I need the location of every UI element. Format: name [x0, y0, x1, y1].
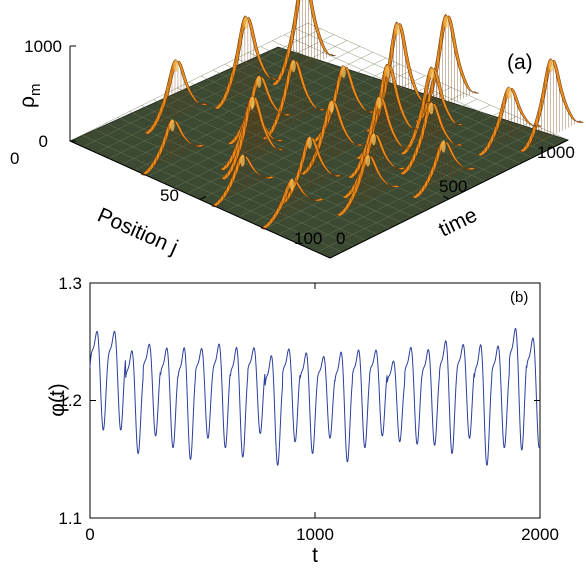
surface-peak: [262, 59, 326, 141]
surface-peak-highlight: [549, 59, 554, 72]
surface-peak: [260, 178, 325, 230]
surface-peak: [211, 154, 276, 208]
surface-peak-highlight: [444, 15, 449, 28]
y-axis-label: φ(t): [46, 383, 69, 416]
surface-peak: [144, 59, 210, 135]
x-tick-label-0: 0: [10, 149, 19, 168]
x-tick-label-50: 50: [160, 186, 179, 205]
surface-peak: [272, 0, 336, 86]
surface-peak-highlight: [256, 75, 262, 88]
x-axis-label: Position j: [94, 204, 181, 260]
z-axis-label: ρm: [16, 84, 44, 108]
floor-grid-line-j: [277, 116, 517, 235]
surface-peak: [519, 58, 584, 153]
surface-peak-highlight: [307, 136, 312, 149]
surface-peak-highlight: [243, 16, 249, 29]
surface-peak-highlight: [441, 140, 446, 153]
surface-peak: [221, 95, 285, 181]
surface-peak: [141, 119, 206, 176]
surface-peak-highlight: [429, 102, 434, 115]
surface-peak-highlight: [371, 133, 376, 146]
z-tick-label-0: 0: [39, 132, 48, 151]
y-tick-label-0: 0: [336, 229, 345, 248]
y-tick-label-1.3: 1.3: [58, 274, 82, 293]
floor-grid-line-t: [284, 34, 545, 152]
surface-peak-highlight: [507, 87, 512, 100]
surface-peaks: [141, 0, 584, 230]
surface-peak-highlight: [377, 96, 382, 109]
surface-peak: [412, 140, 477, 199]
surface-peak-highlight: [173, 59, 179, 72]
panel-b-label: (b): [510, 289, 528, 306]
y-tick-label-1000: 1000: [537, 143, 575, 162]
floor-grid-line-t: [200, 75, 461, 194]
y-axis-label: time: [435, 203, 481, 241]
surface-peak-highlight: [429, 67, 435, 80]
line-plot-panel: 1.3 1.2 1.1 0 1000 2000 t φ(t) (b): [46, 274, 559, 567]
surface-plot-panel: 1000 0 0 50 100 0 500 1000 ρm Position j…: [10, 0, 584, 260]
surface-peak-highlight: [240, 154, 245, 167]
floor-grid-line-j: [251, 104, 491, 224]
phi-series-line: [89, 327, 541, 466]
surface-peak-highlight: [365, 154, 371, 167]
panel-a-label: (a): [507, 51, 533, 74]
x-tick-label-0: 0: [85, 525, 94, 544]
surface-peak: [300, 100, 365, 176]
surface-peak: [477, 86, 543, 157]
surface-peak-highlight: [170, 119, 175, 132]
surface-peak: [336, 154, 401, 217]
line-plot-ticks: [89, 282, 541, 519]
x-axis-label: t: [312, 544, 318, 567]
z-tick-label-1000: 1000: [24, 37, 62, 56]
x-tick-50: [199, 196, 207, 200]
surface-peak-highlight: [291, 60, 296, 73]
x-tick-label-1000: 1000: [296, 525, 334, 544]
surface-peak-highlight: [341, 65, 346, 78]
floor-grid-line-t: [224, 64, 485, 182]
y-tick-label-1.1: 1.1: [58, 509, 82, 528]
surface-peak-highlight: [395, 23, 400, 36]
y-tick-500: [442, 195, 450, 200]
x-tick-label-2000: 2000: [521, 525, 559, 544]
surface-peak-highlight: [329, 100, 334, 113]
surface-peak-highlight: [250, 96, 255, 109]
floor-grid-line-j: [316, 133, 556, 253]
floor-grid-line-t: [272, 40, 533, 158]
surface-peak-highlight: [385, 65, 390, 78]
floor-grid-line-j: [264, 110, 504, 229]
y-tick-label-500: 500: [439, 177, 467, 196]
surface-peak-highlight: [289, 178, 295, 191]
surface-peak: [278, 136, 343, 206]
x-tick-label-100: 100: [294, 229, 322, 248]
y-tick-label-1.2: 1.2: [58, 391, 82, 410]
